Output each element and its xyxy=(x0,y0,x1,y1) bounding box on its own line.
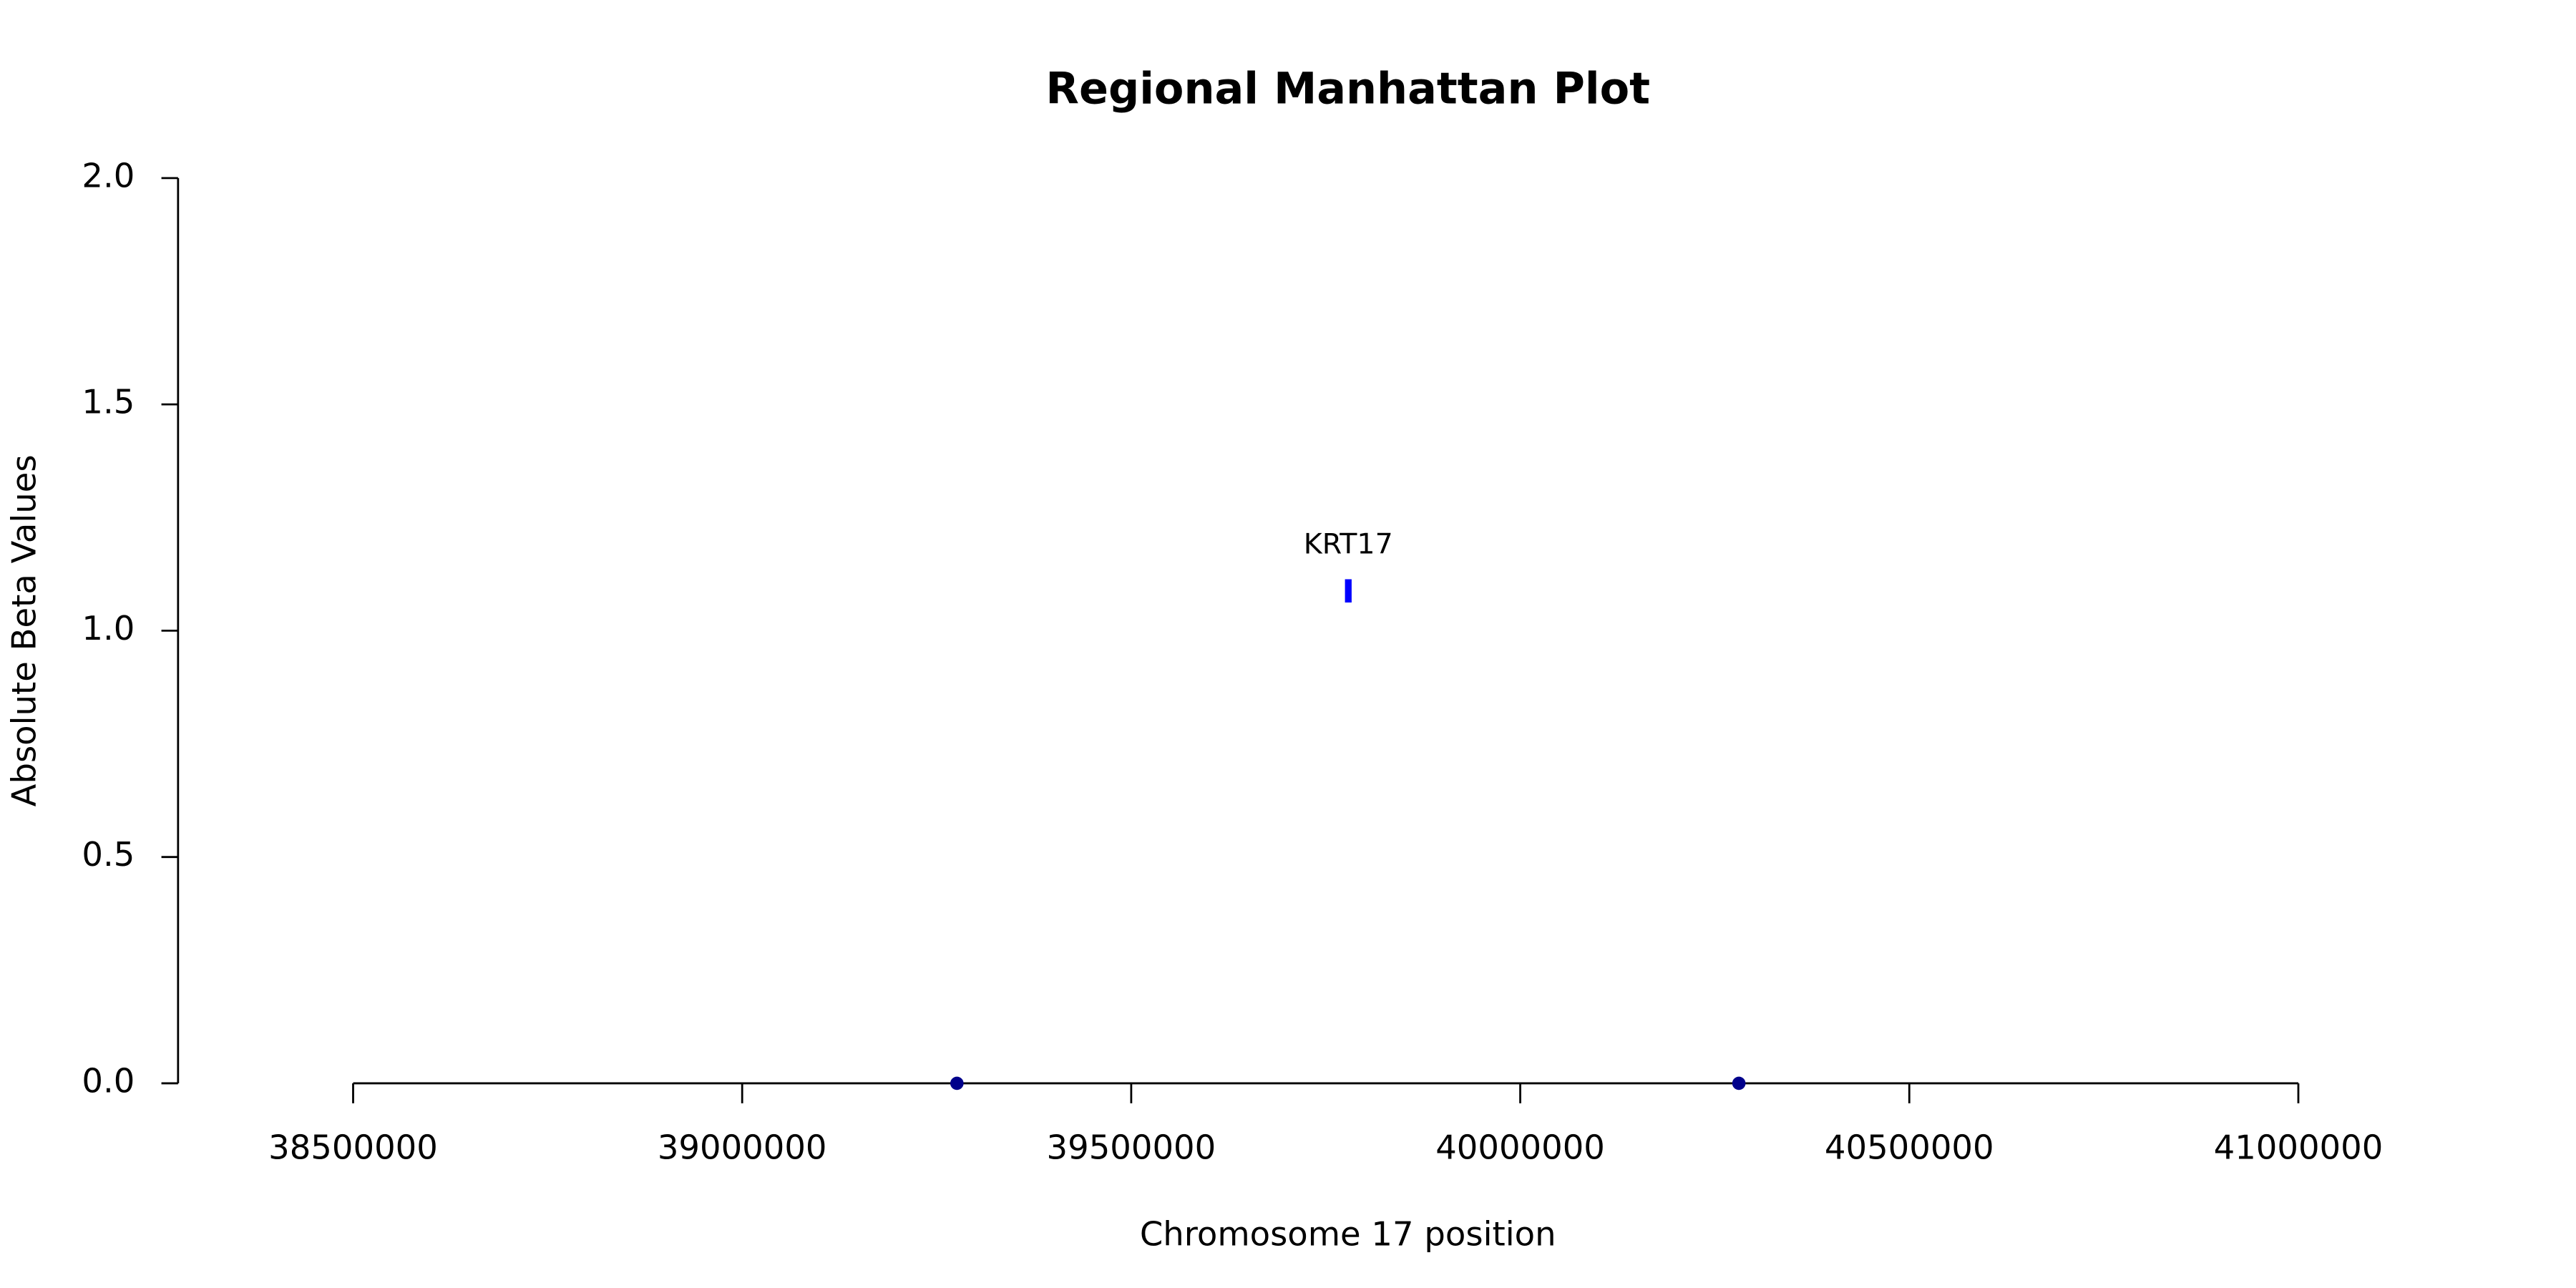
y-tick-label: 1.0 xyxy=(82,609,135,648)
y-tick-label: 0.0 xyxy=(82,1061,135,1100)
chart-title: Regional Manhattan Plot xyxy=(1045,64,1650,114)
x-tick-label: 38500000 xyxy=(268,1128,438,1166)
y-tick-label: 2.0 xyxy=(82,156,135,195)
y-tick-label: 0.5 xyxy=(82,835,135,874)
x-tick-label: 40000000 xyxy=(1435,1128,1605,1166)
x-tick-label: 39000000 xyxy=(658,1128,827,1166)
x-axis-label: Chromosome 17 position xyxy=(1140,1214,1556,1253)
y-axis-label: Absolute Beta Values xyxy=(5,454,44,806)
y-tick-label: 1.5 xyxy=(82,383,135,421)
point-label: KRT17 xyxy=(1304,527,1393,560)
x-tick-label: 41000000 xyxy=(2214,1128,2384,1166)
x-tick-label: 39500000 xyxy=(1047,1128,1216,1166)
x-tick-label: 40500000 xyxy=(1825,1128,1994,1166)
point xyxy=(950,1076,964,1091)
point xyxy=(1732,1076,1746,1091)
